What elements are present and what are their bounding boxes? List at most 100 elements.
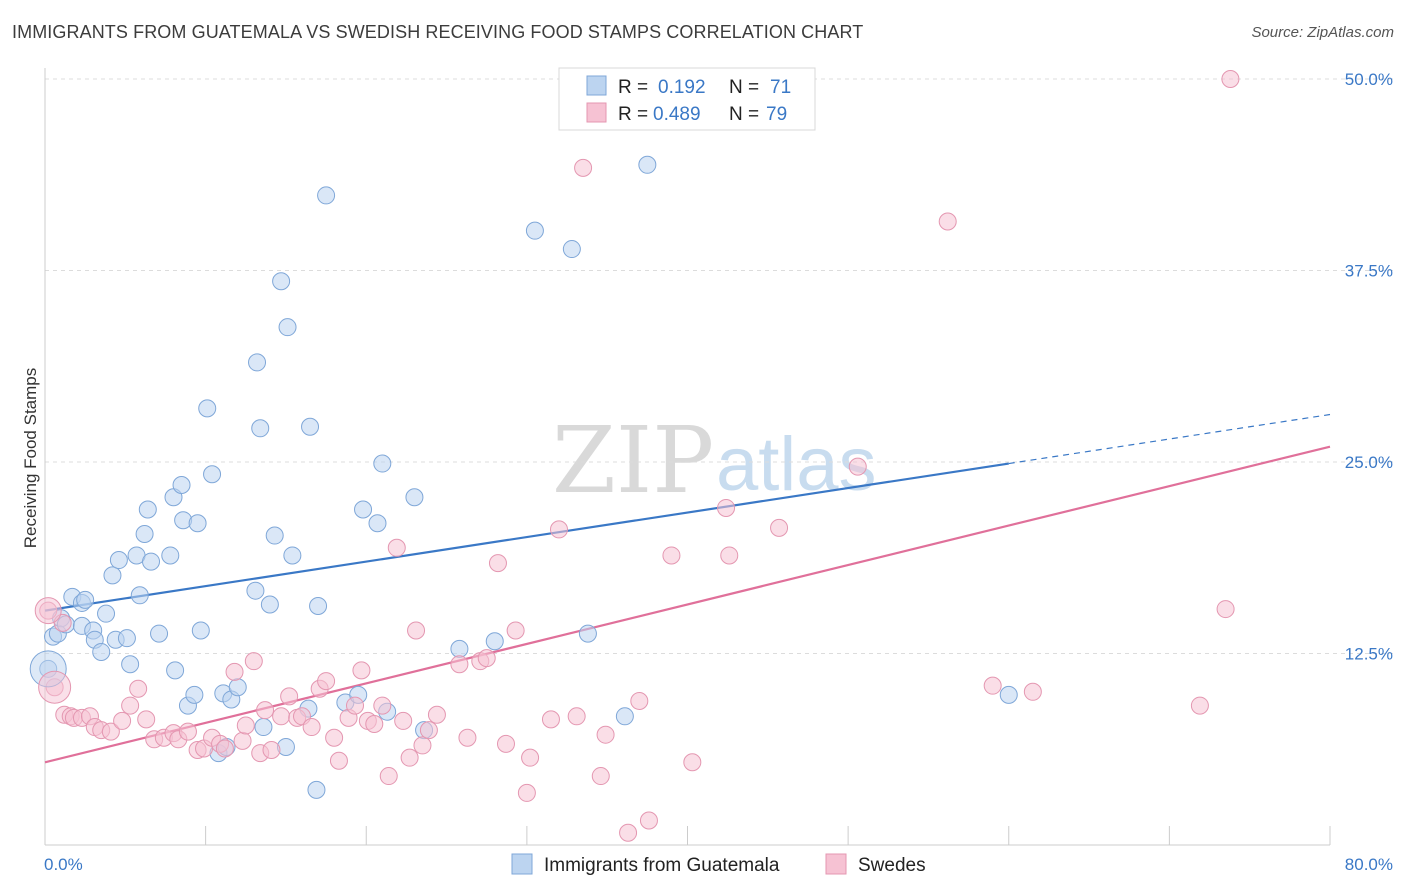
point-guatemala bbox=[562, 240, 581, 259]
point-swedes bbox=[407, 621, 426, 640]
bottom-legend: Immigrants from Guatemala Swedes bbox=[511, 853, 926, 876]
x-tick-label-max: 80.0% bbox=[1345, 855, 1393, 874]
point-swedes bbox=[280, 687, 299, 706]
point-swedes bbox=[574, 158, 593, 177]
point-guatemala bbox=[117, 629, 136, 648]
point-guatemala bbox=[638, 155, 657, 174]
point-swedes bbox=[272, 707, 291, 726]
point-guatemala bbox=[317, 186, 336, 205]
point-swedes bbox=[379, 767, 398, 786]
legend-n-label-1: N = bbox=[729, 77, 759, 98]
point-swedes bbox=[137, 710, 156, 729]
point-swedes bbox=[256, 701, 275, 720]
point-swedes bbox=[567, 707, 586, 726]
point-swedes bbox=[550, 520, 568, 539]
point-guatemala bbox=[283, 546, 302, 565]
trend-line-guatemala bbox=[44, 462, 1009, 612]
point-swedes bbox=[215, 739, 234, 758]
point-swedes bbox=[938, 212, 957, 231]
point-guatemala bbox=[138, 500, 157, 519]
point-swedes bbox=[129, 679, 148, 698]
gridlines bbox=[45, 78, 1395, 654]
point-guatemala bbox=[278, 318, 297, 337]
legend-n-value-1: 71 bbox=[770, 77, 791, 98]
legend: R = 0.192 N = 71 R = 0.489 N = 79 bbox=[558, 67, 816, 131]
point-swedes bbox=[717, 498, 736, 517]
point-swedes bbox=[720, 546, 739, 565]
point-guatemala bbox=[150, 624, 169, 643]
point-swedes bbox=[373, 696, 392, 715]
point-guatemala bbox=[368, 514, 387, 533]
point-guatemala bbox=[109, 551, 128, 570]
bottom-legend-label-guatemala: Immigrants from Guatemala bbox=[544, 855, 780, 876]
point-swedes bbox=[639, 811, 658, 830]
point-guatemala bbox=[265, 526, 284, 545]
point-guatemala bbox=[485, 632, 504, 651]
point-guatemala bbox=[307, 780, 326, 799]
point-swedes bbox=[458, 728, 477, 747]
point-swedes bbox=[346, 696, 365, 715]
point-swedes bbox=[662, 546, 681, 565]
point-swedes bbox=[848, 457, 867, 476]
point-swedes bbox=[317, 672, 336, 691]
chart-title: IMMIGRANTS FROM GUATEMALA VS SWEDISH REC… bbox=[12, 22, 864, 42]
point-swedes bbox=[225, 662, 244, 681]
point-guatemala bbox=[373, 454, 392, 473]
point-guatemala bbox=[166, 661, 185, 680]
legend-r-value-2: 0.489 bbox=[653, 104, 701, 125]
point-guatemala bbox=[272, 272, 291, 291]
point-swedes bbox=[329, 751, 348, 770]
point-swedes bbox=[517, 783, 536, 802]
legend-r-value-1: 0.192 bbox=[658, 77, 706, 98]
point-guatemala bbox=[135, 525, 154, 544]
watermark-zip: ZIP bbox=[552, 407, 714, 514]
point-guatemala bbox=[309, 597, 328, 616]
point-swedes bbox=[1023, 682, 1042, 701]
point-swedes bbox=[630, 691, 649, 710]
point-guatemala bbox=[161, 546, 180, 565]
y-tick-label: 37.5% bbox=[1345, 262, 1393, 281]
point-guatemala bbox=[999, 685, 1018, 704]
y-axis-title: Receiving Food Stamps bbox=[21, 368, 40, 548]
point-swedes bbox=[302, 718, 321, 737]
legend-n-value-2: 79 bbox=[766, 104, 787, 125]
point-swedes bbox=[541, 710, 560, 729]
point-swedes bbox=[983, 676, 1002, 695]
point-swedes bbox=[352, 661, 371, 680]
point-guatemala bbox=[92, 642, 111, 661]
point-swedes bbox=[413, 736, 432, 755]
point-swedes bbox=[233, 731, 252, 750]
bottom-legend-swatch-swedes bbox=[825, 853, 847, 875]
point-guatemala bbox=[97, 604, 116, 623]
point-guatemala bbox=[354, 500, 373, 519]
data-points bbox=[29, 70, 1240, 842]
point-swedes bbox=[450, 655, 469, 674]
point-guatemala bbox=[246, 581, 265, 600]
point-swedes bbox=[394, 711, 413, 730]
point-guatemala bbox=[301, 417, 320, 436]
point-swedes bbox=[488, 554, 507, 573]
point-guatemala bbox=[405, 488, 424, 507]
legend-swatch-swedes bbox=[586, 102, 607, 123]
point-swedes bbox=[325, 728, 344, 747]
point-swedes bbox=[244, 652, 263, 671]
point-guatemala bbox=[525, 221, 544, 240]
point-guatemala bbox=[103, 566, 122, 585]
point-guatemala bbox=[251, 419, 270, 438]
point-swedes bbox=[387, 538, 406, 557]
point-swedes bbox=[770, 518, 789, 537]
point-swedes bbox=[596, 725, 615, 744]
point-swedes bbox=[619, 823, 638, 842]
point-swedes bbox=[521, 748, 540, 767]
point-guatemala bbox=[172, 475, 191, 494]
point-guatemala bbox=[185, 685, 204, 704]
legend-r-label-2: R = bbox=[618, 104, 648, 125]
y-tick-label: 50.0% bbox=[1345, 70, 1393, 89]
point-swedes bbox=[365, 714, 384, 733]
point-swedes bbox=[236, 716, 255, 735]
bottom-legend-swatch-guatemala bbox=[511, 853, 533, 875]
point-guatemala bbox=[121, 655, 140, 674]
axes: 12.5% 25.0% 37.5% 50.0% 0.0% 80.0% bbox=[44, 68, 1393, 874]
point-guatemala bbox=[578, 624, 597, 643]
